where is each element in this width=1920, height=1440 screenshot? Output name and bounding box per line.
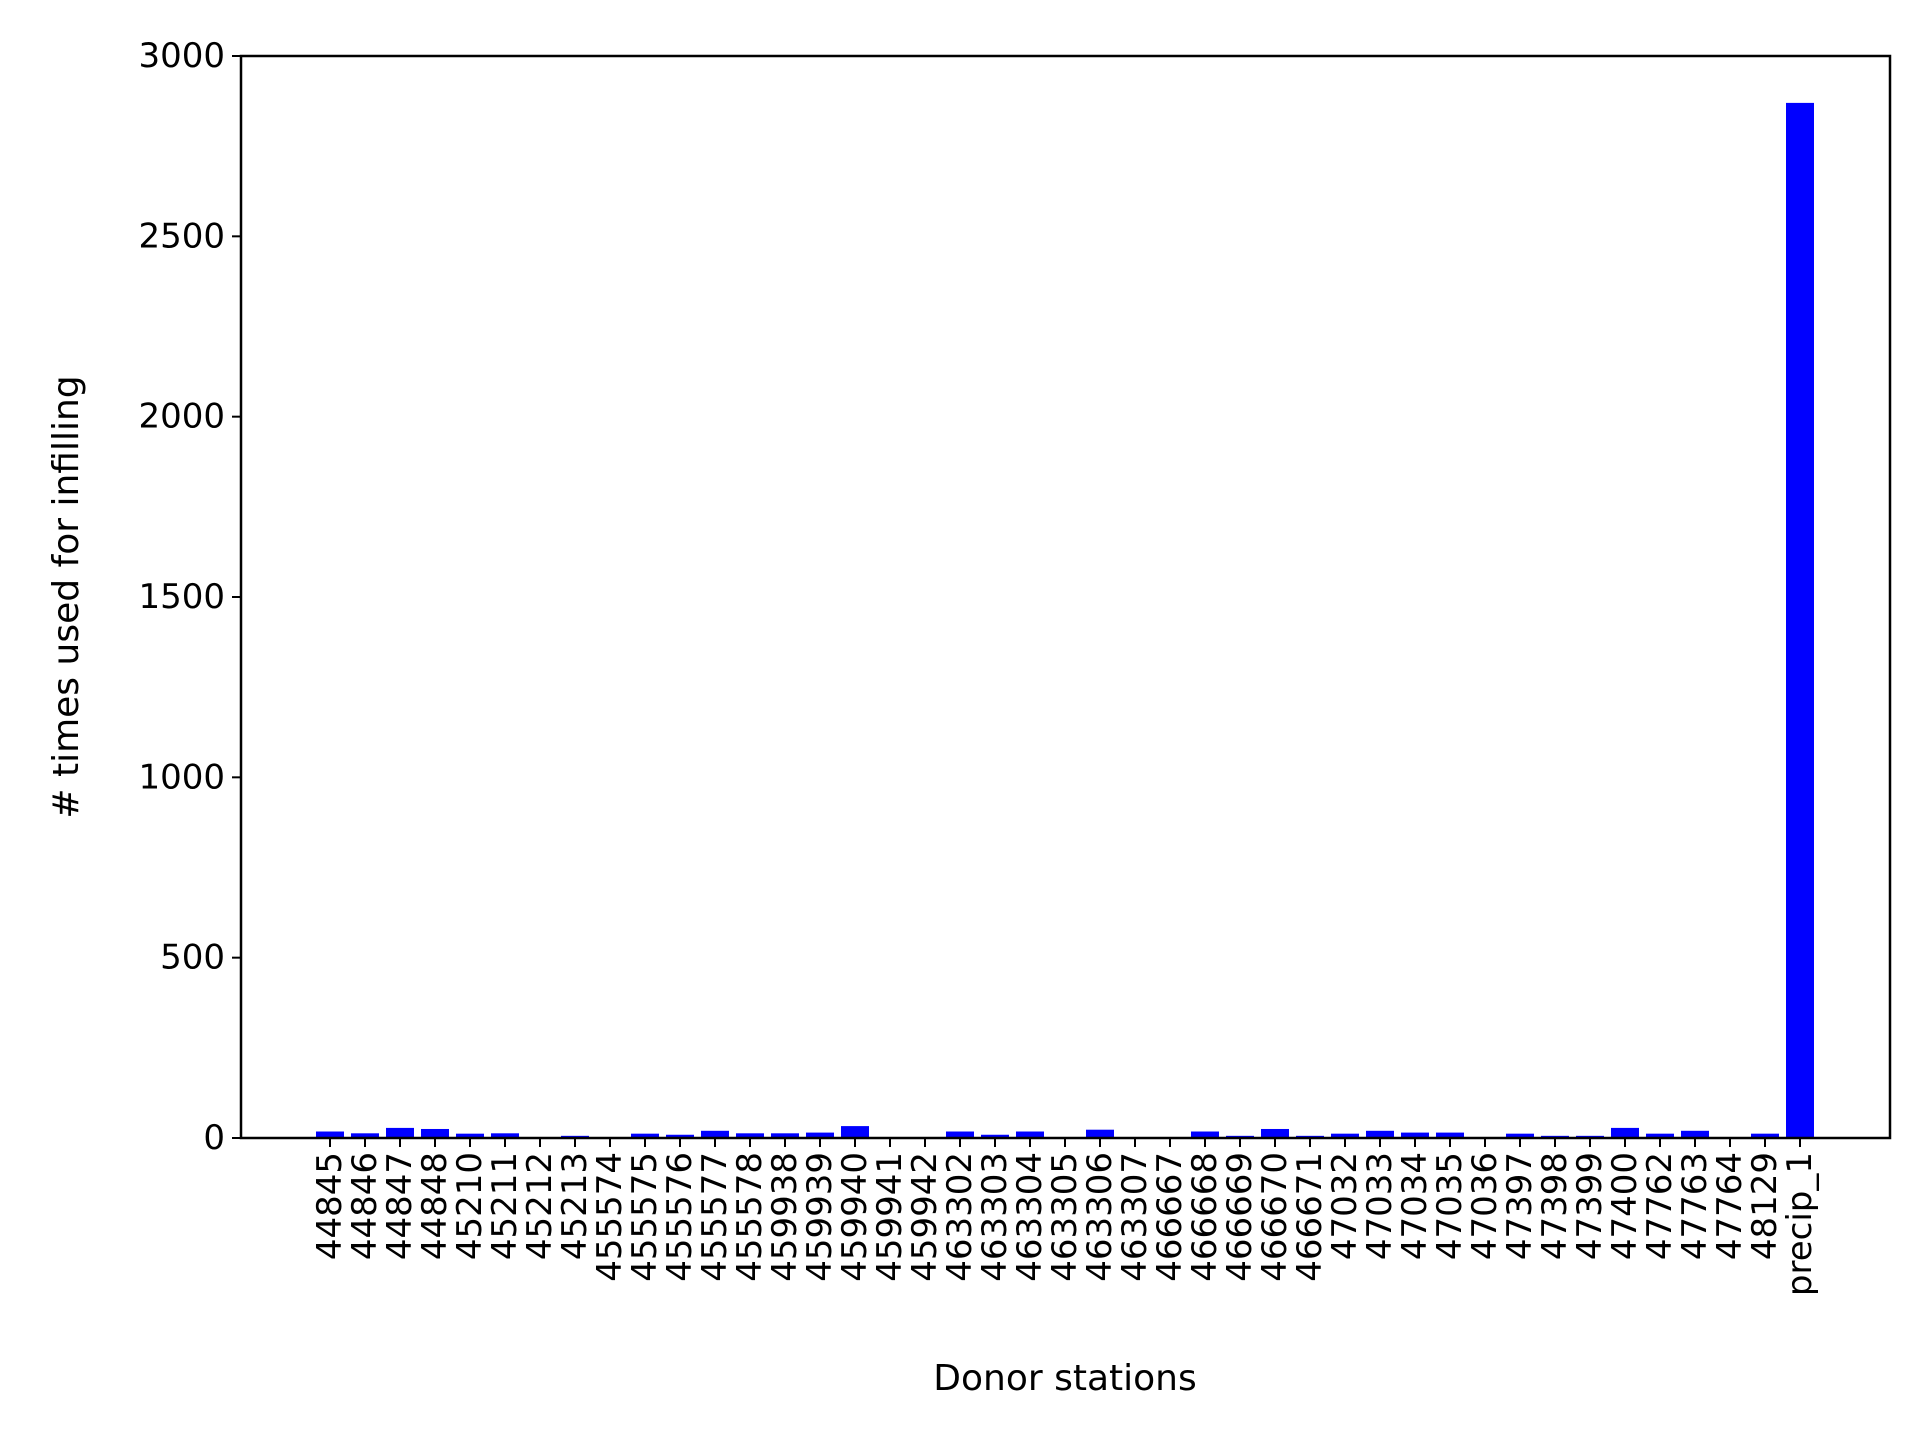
x-tick-label: 466669 (1220, 1152, 1260, 1282)
bar-47033 (1366, 1130, 1394, 1138)
x-tick-label: 459942 (905, 1152, 945, 1282)
bar-47032 (1331, 1133, 1359, 1138)
x-axis: 4484544846448474484845210452114521245213… (310, 1138, 1820, 1296)
x-tick-label: 47035 (1430, 1152, 1470, 1260)
bar-459938 (771, 1133, 799, 1138)
x-tick-label: 466667 (1150, 1152, 1190, 1282)
bar-455575 (631, 1133, 659, 1138)
x-tick-label: 463305 (1045, 1152, 1085, 1282)
bar-463302 (946, 1131, 974, 1138)
bar-466668 (1191, 1131, 1219, 1138)
x-tick-label: 455576 (660, 1152, 700, 1282)
x-tick-label: 47398 (1535, 1152, 1575, 1260)
bar-459940 (841, 1126, 869, 1138)
bar-47035 (1436, 1132, 1464, 1138)
x-axis-title: Donor stations (933, 1358, 1196, 1399)
x-tick-label: 455577 (695, 1152, 735, 1282)
y-tick-label: 2000 (138, 397, 225, 437)
x-tick-label: 459941 (870, 1152, 910, 1282)
x-tick-label: 47032 (1325, 1152, 1365, 1260)
y-axis-title: # times used for infilling (46, 375, 87, 818)
x-tick-label: 47762 (1640, 1152, 1680, 1260)
bar-47034 (1401, 1132, 1429, 1138)
bar-48129 (1751, 1133, 1779, 1138)
y-tick-label: 2500 (138, 216, 225, 256)
x-tick-label: 45210 (450, 1152, 490, 1260)
y-tick-label: 1000 (138, 757, 225, 797)
x-tick-label: 463304 (1010, 1152, 1050, 1282)
bar-463304 (1016, 1131, 1044, 1138)
y-tick-label: 0 (203, 1118, 225, 1158)
x-tick-label: 463303 (975, 1152, 1015, 1282)
x-tick-label: 45213 (555, 1152, 595, 1260)
x-tick-label: 459938 (765, 1152, 805, 1282)
x-tick-label: 47764 (1710, 1152, 1750, 1260)
bar-45211 (491, 1133, 519, 1138)
x-tick-label: 44848 (415, 1152, 455, 1260)
y-axis: 0 500 1000 1500 2000 2500 3000 (138, 36, 241, 1158)
bar-466670 (1261, 1128, 1289, 1138)
x-tick-label: 44846 (345, 1152, 385, 1260)
bar-44847 (386, 1127, 414, 1138)
x-tick-label: 47036 (1465, 1152, 1505, 1260)
bar-459939 (806, 1132, 834, 1138)
bar-47763 (1681, 1130, 1709, 1138)
y-tick-label: 3000 (138, 36, 225, 76)
x-tick-label: 466670 (1255, 1152, 1295, 1282)
x-tick-label: 45212 (520, 1152, 560, 1260)
x-tick-label: 47034 (1395, 1152, 1435, 1260)
bar-precip_1 (1786, 102, 1814, 1138)
bar-47762 (1646, 1133, 1674, 1138)
y-tick-label: 1500 (138, 577, 225, 617)
x-tick-label: 455578 (730, 1152, 770, 1282)
x-tick-label: 47397 (1500, 1152, 1540, 1260)
bar-45210 (456, 1133, 484, 1138)
bar-47400 (1611, 1127, 1639, 1138)
bar-44845 (316, 1131, 344, 1138)
x-tick-label: 44847 (380, 1152, 420, 1260)
bar-455576 (666, 1134, 694, 1138)
x-tick-label: 47399 (1570, 1152, 1610, 1260)
x-tick-label: 47400 (1605, 1152, 1645, 1260)
bar-455578 (736, 1133, 764, 1138)
x-tick-label: 463302 (940, 1152, 980, 1282)
x-tick-label: 47763 (1675, 1152, 1715, 1260)
x-tick-label: 466671 (1290, 1152, 1330, 1282)
x-tick-label: 466668 (1185, 1152, 1225, 1282)
x-tick-label: 47033 (1360, 1152, 1400, 1260)
bar-455577 (701, 1130, 729, 1138)
x-tick-label: 455574 (590, 1152, 630, 1282)
bar-463303 (981, 1134, 1009, 1138)
x-tick-label: 455575 (625, 1152, 665, 1282)
bar-44848 (421, 1128, 449, 1138)
bar-44846 (351, 1133, 379, 1138)
x-tick-label: 463306 (1080, 1152, 1120, 1282)
x-tick-label: 459940 (835, 1152, 875, 1282)
y-tick-label: 500 (160, 938, 225, 978)
bar-47397 (1506, 1133, 1534, 1138)
x-tick-label: precip_1 (1780, 1152, 1820, 1296)
x-tick-label: 45211 (485, 1152, 525, 1260)
x-tick-label: 44845 (310, 1152, 350, 1260)
x-tick-label: 48129 (1745, 1152, 1785, 1260)
x-tick-label: 463307 (1115, 1152, 1155, 1282)
bar-463306 (1086, 1129, 1114, 1138)
x-tick-label: 459939 (800, 1152, 840, 1282)
